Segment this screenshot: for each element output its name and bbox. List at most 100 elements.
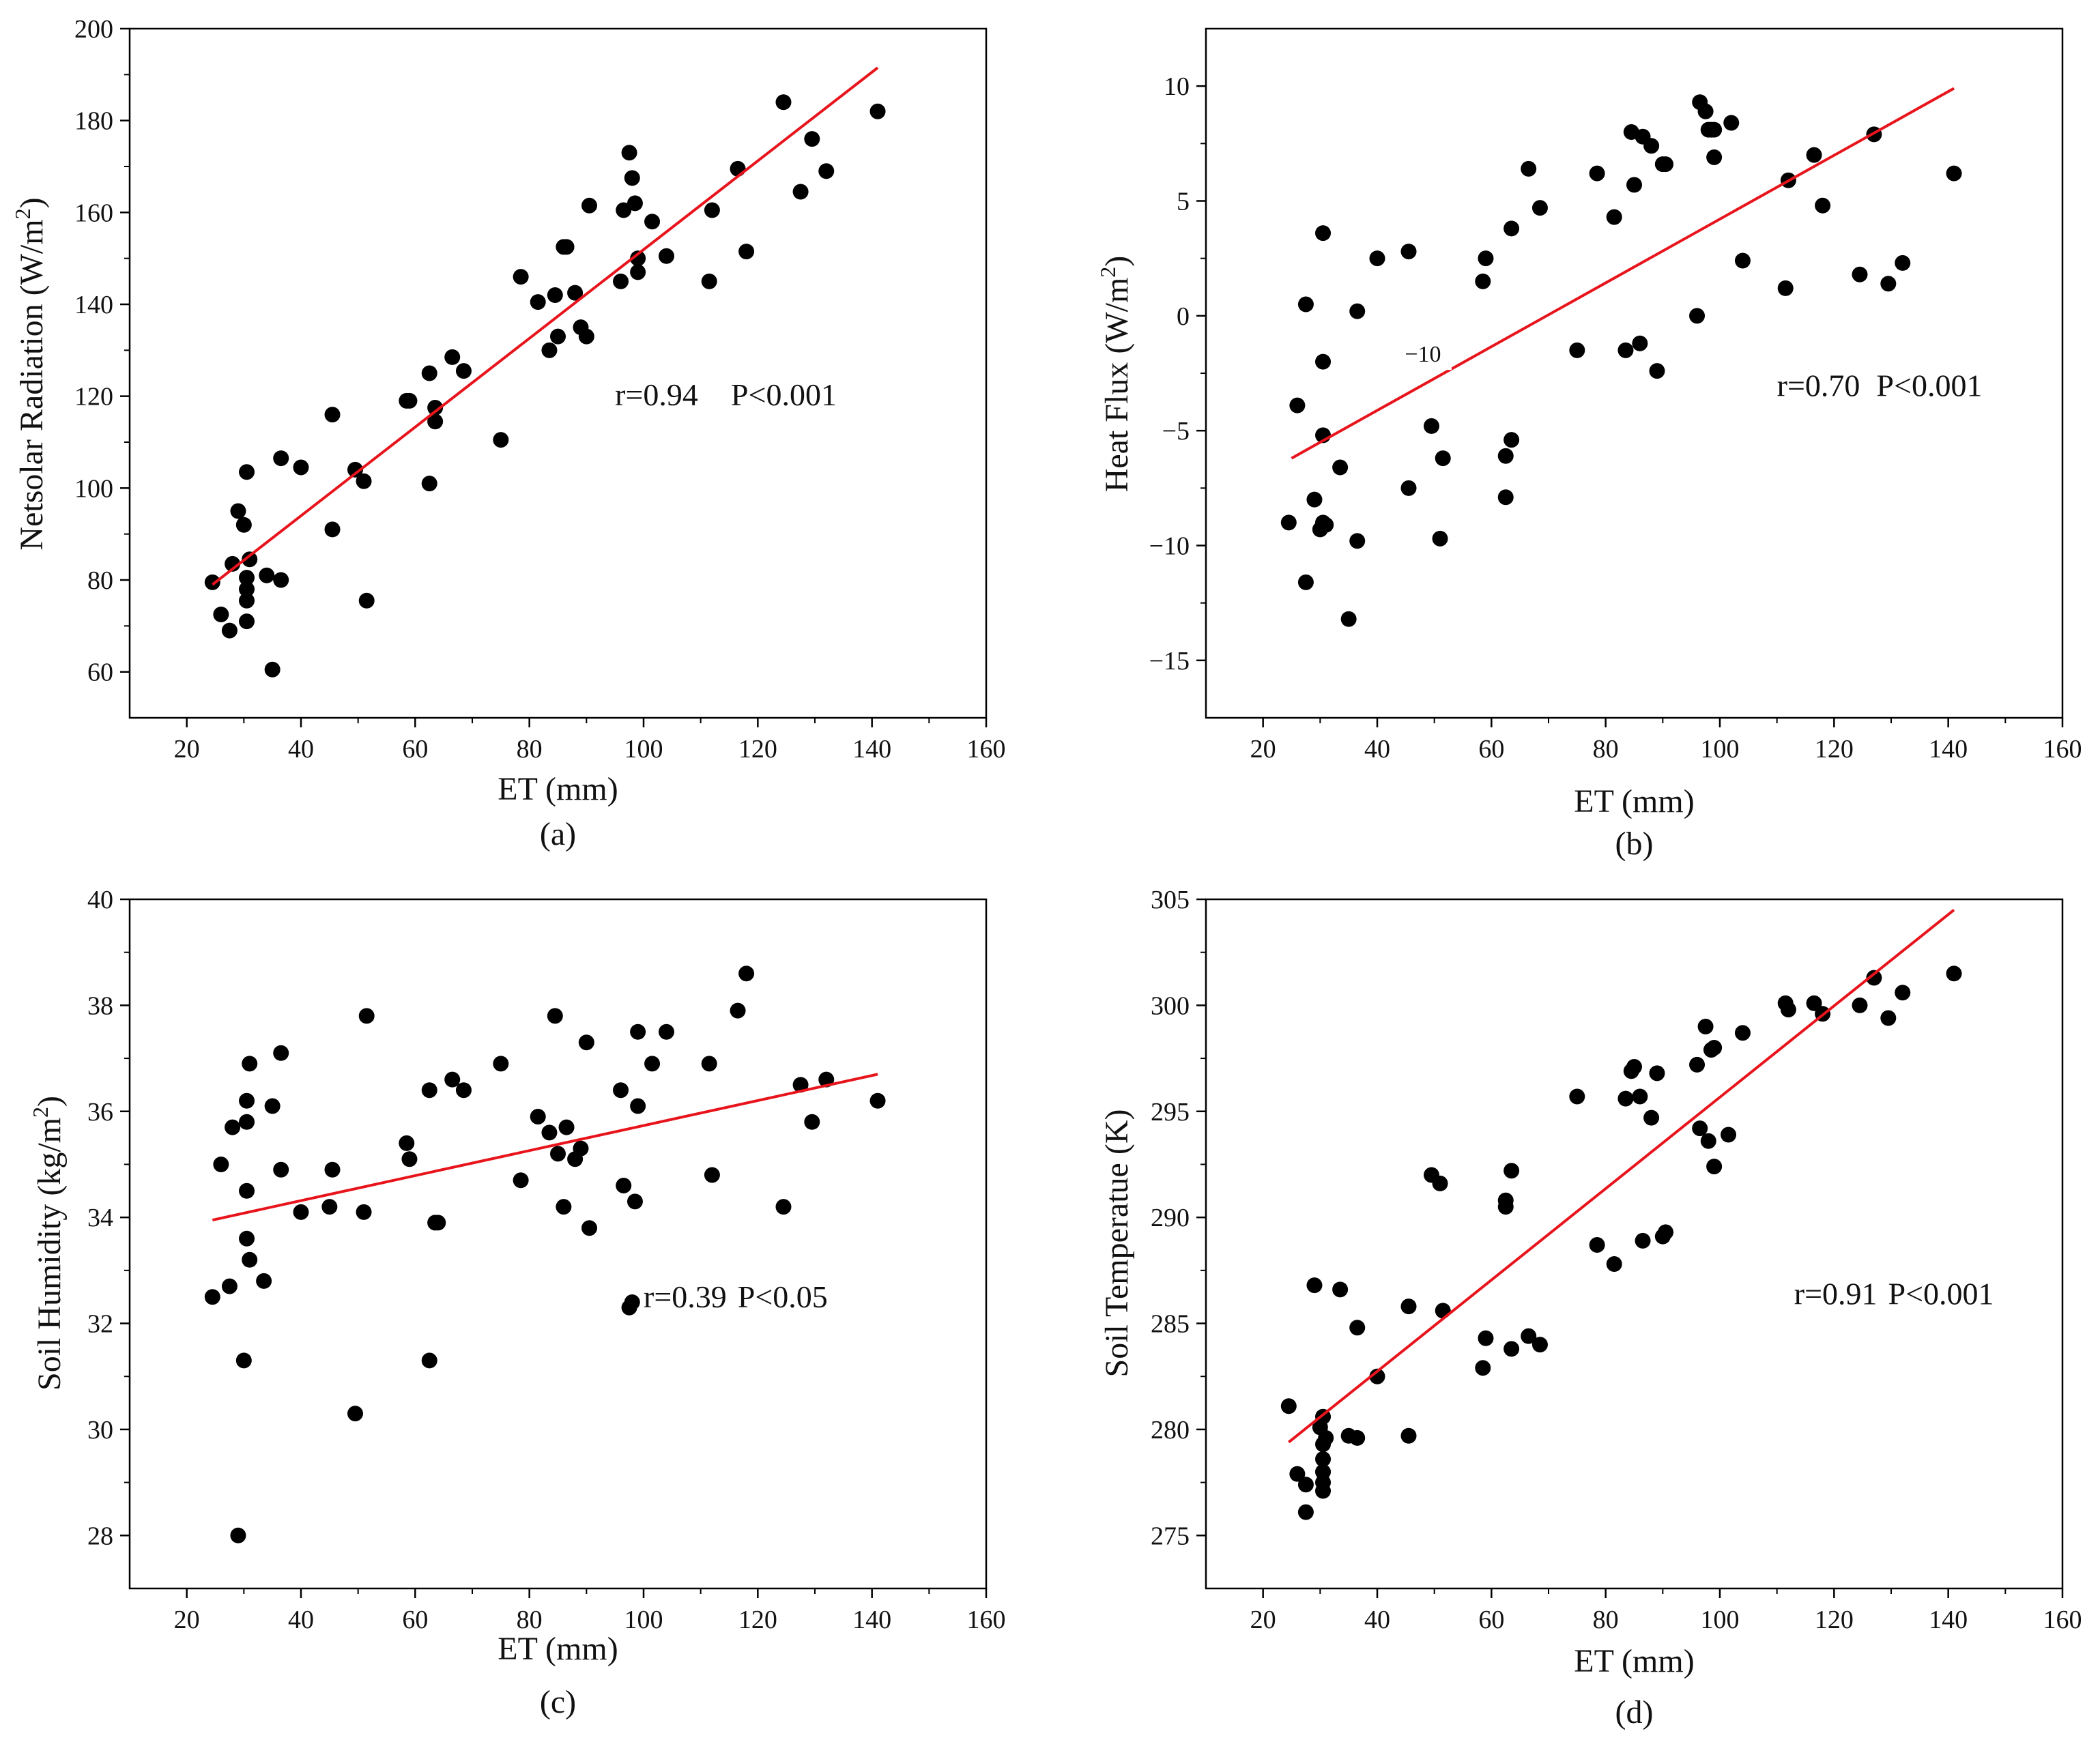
data-point: [1589, 1237, 1605, 1253]
y-tick-label: −10: [1149, 532, 1190, 561]
y-tick-label: 305: [1151, 886, 1190, 914]
data-point: [493, 432, 509, 448]
data-point: [1400, 244, 1417, 260]
panel-d: 20 40 60 80 100 120 140 160 275 280 285 290 295 300 30…: [1099, 886, 2082, 1730]
y-tick-label: 295: [1151, 1098, 1190, 1127]
data-point: [242, 1251, 258, 1268]
data-point: [455, 1082, 472, 1099]
data-point: [547, 1008, 563, 1024]
x-tick-label: 140: [852, 1606, 891, 1634]
data-point: [356, 473, 372, 489]
x-tick-label: 100: [624, 735, 663, 764]
data-point: [1626, 1059, 1642, 1075]
data-point: [581, 1220, 598, 1236]
y-tick-label: 30: [87, 1416, 113, 1445]
data-point: [1332, 459, 1349, 476]
data-point: [613, 1082, 629, 1099]
x-axis-label: ET (mm): [1574, 783, 1694, 819]
data-point: [1280, 514, 1297, 531]
data-point: [627, 1193, 643, 1210]
data-point: [1946, 165, 1962, 182]
data-point: [1780, 1002, 1796, 1018]
y-axis-label-main: Soil Temperatue (K): [1099, 1109, 1135, 1378]
regression-line: [212, 1073, 878, 1221]
data-point: [1400, 480, 1417, 496]
data-point: [1649, 363, 1665, 379]
x-tick-label: 40: [288, 1606, 314, 1634]
inline-label: −10: [1405, 342, 1441, 367]
data-point: [204, 574, 220, 590]
x-tick-label: 60: [1478, 1606, 1504, 1634]
data-point: [213, 1156, 229, 1172]
data-point: [1721, 1127, 1737, 1143]
data-point: [401, 392, 418, 409]
data-point: [792, 1077, 809, 1093]
data-point: [1569, 1088, 1585, 1105]
data-point: [1626, 177, 1642, 193]
data-point: [513, 1172, 529, 1189]
data-point: [347, 1406, 363, 1422]
data-point: [239, 1114, 255, 1130]
y-tick-label: 180: [74, 107, 113, 136]
data-point: [630, 264, 646, 280]
data-point: [1315, 1483, 1332, 1499]
data-point: [556, 1199, 572, 1215]
data-point: [225, 1119, 241, 1135]
y-axis-label-main: Soil Humidity (kg/m: [31, 1118, 68, 1391]
data-point: [550, 328, 566, 345]
panel-c: 20 40 60 80 100 120 140 160 28 30 32 34 36 38 40 ET (mm…: [28, 886, 1006, 1720]
data-point: [1475, 273, 1491, 289]
y-tick-label: 300: [1151, 991, 1190, 1020]
data-point: [273, 1045, 289, 1061]
data-point: [1349, 1429, 1366, 1446]
data-point: [730, 1002, 746, 1019]
data-point: [1289, 397, 1306, 413]
x-tick-label: 20: [1250, 1606, 1276, 1634]
y-tick-label: 32: [87, 1310, 113, 1339]
data-point: [1369, 250, 1385, 267]
data-point: [1306, 491, 1323, 508]
data-point: [1632, 335, 1648, 351]
plot-frame: [128, 27, 988, 719]
data-point: [1297, 1504, 1314, 1520]
data-point: [1617, 1090, 1634, 1107]
data-point: [624, 1294, 640, 1310]
data-point: [273, 450, 289, 467]
x-tick-label: 160: [2043, 1606, 2082, 1634]
data-point: [239, 1230, 255, 1247]
data-point: [616, 202, 632, 218]
data-point: [644, 1056, 661, 1072]
y-axis-label-sup: 2: [28, 1107, 53, 1118]
data-point: [358, 1008, 375, 1024]
x-tick-label: 20: [1250, 735, 1276, 764]
data-point: [1723, 115, 1740, 131]
stat-r: r=0.94: [615, 377, 698, 412]
y-tick-label: 140: [74, 291, 113, 319]
data-point: [1497, 1199, 1514, 1215]
x-tick-label: 140: [1929, 1606, 1968, 1634]
data-point: [239, 581, 255, 597]
data-point: [627, 195, 643, 212]
data-point: [239, 592, 255, 609]
data-point: [444, 1071, 461, 1088]
data-point: [225, 555, 241, 572]
stat-p: P<0.001: [1876, 368, 1982, 403]
data-point: [630, 250, 646, 267]
regression-line: [1288, 908, 1955, 1444]
data-point: [239, 570, 255, 586]
stat-p: P<0.001: [731, 377, 837, 412]
data-point: [347, 461, 363, 478]
stat-r: r=0.70: [1777, 368, 1860, 403]
data-point: [221, 1278, 238, 1294]
data-point: [213, 607, 229, 622]
data-point: [818, 163, 835, 179]
data-point: [1734, 1025, 1751, 1041]
y-tick-label: −15: [1149, 647, 1190, 676]
data-point: [1504, 432, 1520, 448]
data-point: [401, 1151, 418, 1167]
stat-p: P<0.001: [1888, 1277, 1994, 1311]
data-point: [1349, 1320, 1366, 1336]
data-point: [293, 459, 309, 476]
data-point: [530, 1109, 546, 1125]
data-point: [1315, 353, 1332, 370]
